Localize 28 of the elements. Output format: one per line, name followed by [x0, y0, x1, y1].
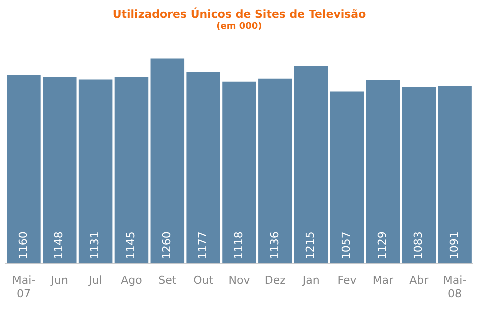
x-tick-label: Jan — [302, 274, 320, 288]
chart-title: Utilizadores Únicos de Sites de Televisão — [112, 8, 368, 21]
x-tick-label: Dez — [264, 274, 286, 288]
data-label: 1083 — [412, 232, 425, 260]
x-tick-label: Jul — [88, 274, 102, 288]
data-label: 1057 — [340, 232, 354, 260]
x-tick-label: Jun — [50, 274, 69, 288]
x-tick-label: Mar — [372, 274, 394, 288]
x-tick-label: Abr — [410, 274, 430, 288]
data-label: 1215 — [304, 232, 318, 260]
x-tick-label: Nov — [228, 274, 251, 288]
data-label: 1131 — [88, 232, 102, 260]
data-label: 1118 — [232, 232, 246, 260]
chart-subtitle: (em 000) — [216, 22, 264, 32]
data-label: 1160 — [16, 232, 30, 260]
data-label: 1145 — [124, 232, 138, 260]
x-tick-label: Ago — [121, 274, 143, 288]
data-label: 1148 — [52, 232, 66, 260]
data-label: 1129 — [376, 232, 390, 260]
x-tick-label: Out — [194, 274, 214, 288]
data-label: 1177 — [196, 232, 210, 260]
x-tick-label: Set — [158, 274, 178, 288]
data-label: 1136 — [268, 232, 282, 260]
data-label: 1260 — [160, 232, 174, 260]
data-label: 1091 — [448, 232, 461, 260]
x-tick-label: Fev — [338, 274, 358, 288]
x-tick-label: Mai-08 — [443, 274, 467, 300]
x-tick-label: Mai-07 — [12, 274, 36, 300]
